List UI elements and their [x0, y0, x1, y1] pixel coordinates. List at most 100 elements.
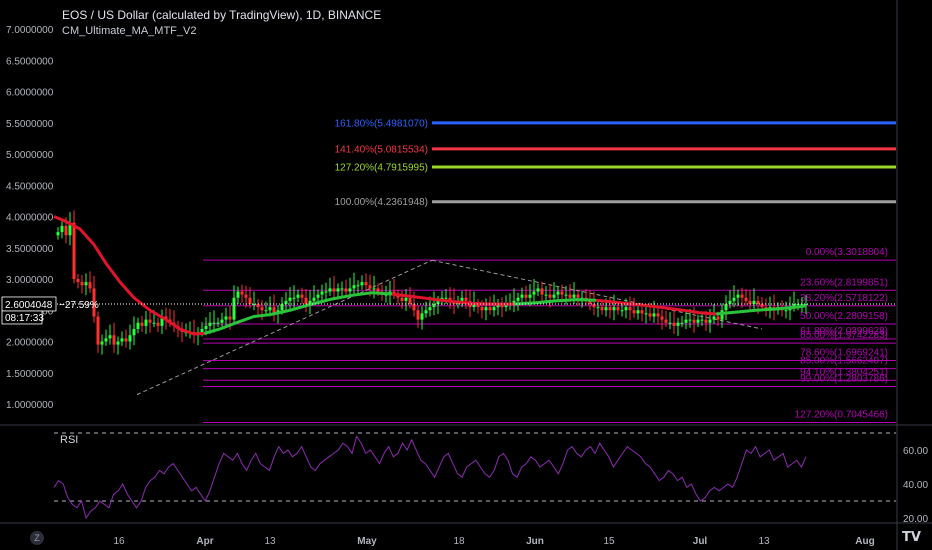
candle-body — [280, 304, 284, 311]
reset-zoom-icon[interactable]: Z — [30, 531, 44, 545]
candle-body — [156, 322, 160, 326]
candle-body — [376, 288, 380, 292]
candle-body — [132, 329, 136, 336]
candle-body — [792, 304, 796, 308]
candle-body — [500, 304, 504, 308]
candle-body — [228, 316, 232, 320]
chart-title[interactable]: EOS / US Dollar (calculated by TradingVi… — [62, 8, 382, 22]
candle-body — [332, 288, 336, 292]
trend-line[interactable] — [136, 259, 433, 396]
candle-body — [244, 294, 248, 298]
price-tag-value: 2.6004048 — [5, 300, 53, 311]
candle-body — [124, 338, 128, 342]
candle-body — [100, 341, 104, 345]
fib-retracement-label: 85.00%(1.5662407) — [800, 356, 888, 367]
candle-body — [340, 288, 344, 290]
candle-body — [84, 282, 88, 286]
price-axis-label: 7.0000000 — [6, 25, 54, 36]
candle-body — [372, 288, 376, 290]
candle-body — [580, 297, 584, 299]
candle-body — [116, 341, 120, 345]
candle-body — [80, 282, 84, 286]
price-axis-label: 5.0000000 — [6, 150, 54, 161]
candle-body — [692, 319, 696, 323]
candle-body — [804, 304, 808, 305]
candle-body — [672, 322, 676, 326]
candle-body — [712, 316, 716, 320]
candle-body — [296, 294, 300, 298]
trend-lines[interactable] — [136, 259, 763, 396]
candle-body — [72, 222, 76, 279]
candle-body — [416, 310, 420, 320]
rsi-label[interactable]: RSI — [60, 434, 79, 446]
fib-retracement-label: 61.80%(2.0399628) — [800, 326, 888, 337]
candle-body — [628, 307, 632, 311]
candle-body — [484, 307, 488, 311]
candle-body — [740, 294, 744, 298]
fib-retracement-label: 23.60%(2.8199851) — [800, 277, 888, 288]
candle-body — [640, 310, 644, 314]
candle-body — [108, 335, 112, 339]
candle-body — [236, 291, 240, 298]
candle-body — [432, 304, 436, 308]
candle-body — [320, 291, 324, 295]
candle-body — [520, 294, 524, 298]
fib-extension-levels[interactable]: 161.80%(5.4981070) 141.40%(5.0815534) 127.… — [335, 118, 896, 208]
candle-body — [760, 304, 764, 308]
moving-average-line — [715, 304, 807, 316]
rsi-pane[interactable]: 60.00 40.00 20.00 — [53, 432, 928, 525]
candle-body — [716, 316, 720, 320]
price-axis-label: 4.0000000 — [6, 213, 54, 224]
fib-extension-label: 127.20%(4.7915995) — [335, 163, 428, 174]
time-axis-label: Aug — [855, 536, 874, 547]
candle-body — [576, 294, 580, 298]
candle-body — [316, 294, 320, 298]
axes[interactable]: 7.0000000 6.5000000 6.0000000 5.5000000 5.00… — [1, 25, 875, 547]
candle-body — [356, 285, 360, 287]
candle-body — [668, 322, 672, 324]
price-axis-label: 2.0000000 — [6, 338, 54, 349]
fib-extension-label: 141.40%(5.0815534) — [335, 144, 428, 155]
candle-body — [460, 297, 464, 301]
candle-body — [212, 322, 216, 324]
rsi-line — [53, 435, 807, 520]
candle-body — [264, 310, 268, 312]
candle-body — [648, 313, 652, 317]
candle-body — [324, 291, 328, 293]
rsi-axis-label: 60.00 — [903, 446, 928, 457]
candle-body — [532, 291, 536, 295]
candle-body — [56, 232, 60, 236]
candle-body — [496, 304, 500, 308]
candle-body — [548, 294, 552, 298]
candle-body — [160, 316, 164, 326]
candle-body — [404, 297, 408, 301]
price-axis-label: 1.0000000 — [6, 400, 54, 411]
time-axis-label: Jul — [693, 536, 708, 547]
trend-line[interactable] — [431, 259, 763, 330]
candle-body — [516, 297, 520, 301]
candle-body — [620, 310, 624, 312]
candle-body — [704, 319, 708, 323]
indicator-label[interactable]: CM_Ultimate_MA_MTF_V2 — [62, 25, 197, 37]
candle-body — [800, 304, 804, 305]
candle-body — [512, 300, 516, 304]
candle-body — [240, 291, 244, 295]
candle-body — [88, 282, 92, 289]
candle-body — [472, 304, 476, 308]
candle-body — [252, 304, 256, 305]
fib-retracement-levels[interactable]: 0.00%(3.3018804) 23.60%(2.8199851) 38.20%(… — [203, 247, 896, 423]
price-change-value: −27.59% — [59, 300, 99, 311]
price-axis-label: 5.5000000 — [6, 119, 54, 130]
candle-body — [420, 313, 424, 320]
candle-body — [664, 319, 668, 323]
candle-body — [600, 307, 604, 311]
candle-body — [624, 307, 628, 311]
candle-body — [756, 300, 760, 304]
price-tag[interactable]: 2.6004048 −27.59% 08:17:33 — [1, 296, 99, 325]
fib-extension-label: 161.80%(5.4981070) — [335, 118, 428, 129]
candle-body — [220, 319, 224, 323]
candle-body — [288, 297, 292, 301]
candle-body — [400, 297, 404, 301]
candle-body — [68, 222, 72, 236]
